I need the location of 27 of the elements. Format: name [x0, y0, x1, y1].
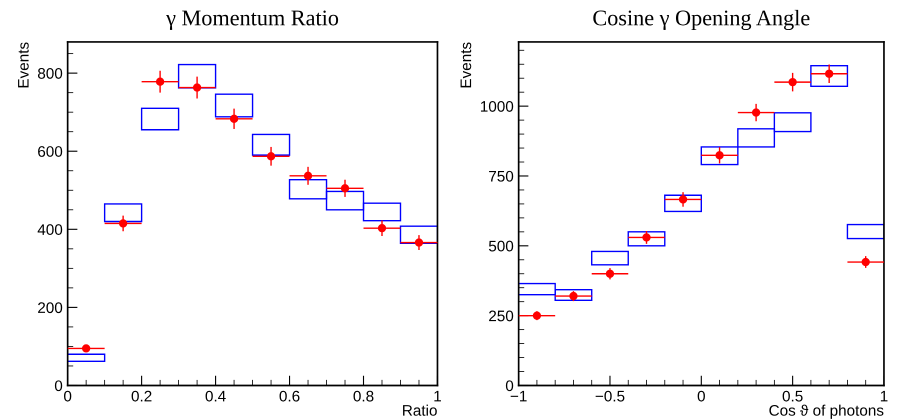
y-tick-label: 0 [54, 380, 62, 392]
y-tick-label: 1000 [480, 101, 514, 112]
y-tick-label: 750 [489, 170, 514, 182]
x-tick-label: 0 [698, 390, 705, 402]
y-tick-label: 600 [38, 146, 62, 157]
x-axis-title: Cos ϑ of photons [769, 404, 884, 419]
x-tick-label: 0.5 [782, 390, 803, 402]
x-tick-label: 1 [434, 390, 441, 402]
x-tick-label: 0.2 [132, 390, 152, 402]
y-axis-title: Events [460, 42, 472, 88]
x-tick-label: 0.8 [353, 390, 374, 402]
x-tick-label: 1 [880, 390, 888, 402]
x-tick-label: −1 [510, 390, 527, 402]
x-axis-title: Ratio [403, 404, 437, 416]
y-tick-label: 0 [506, 380, 514, 392]
x-tick-label: −0.5 [596, 390, 624, 402]
x-tick-label: 0.4 [206, 390, 226, 402]
chart-title: γ Momentum Ratio [166, 10, 338, 30]
y-tick-label: 800 [38, 68, 62, 79]
x-tick-label: 0 [64, 390, 72, 402]
y-tick-label: 400 [38, 224, 62, 235]
y-tick-label: 500 [488, 240, 514, 252]
y-tick-label: 250 [489, 310, 514, 322]
y-axis-title: Events [18, 42, 29, 88]
chart-title: Cosine γ Opening Angle [593, 10, 810, 30]
y-tick-label: 200 [38, 302, 62, 314]
x-tick-label: 0.6 [280, 390, 300, 402]
